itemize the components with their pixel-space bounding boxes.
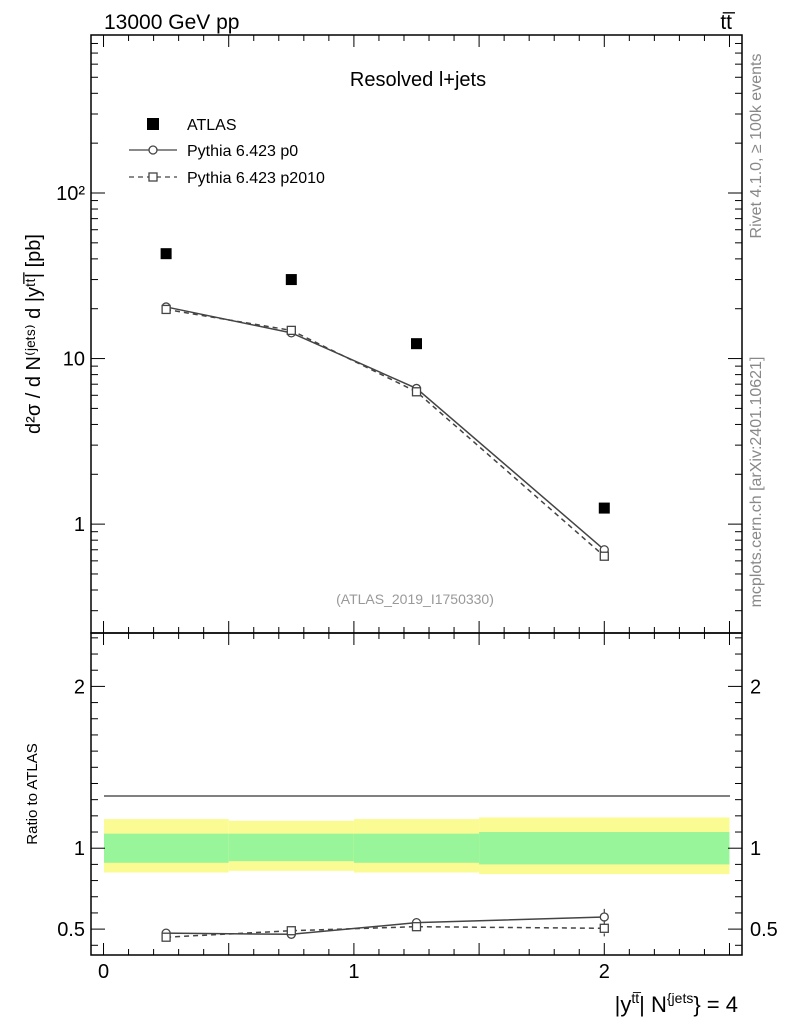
x-tick-label: 1	[348, 961, 359, 983]
ratio-y-tick-label-left: 2	[74, 676, 85, 698]
data-point-p0	[599, 912, 609, 922]
data-point-p2010	[286, 926, 296, 936]
main-y-ticks: 1 10 10²	[56, 34, 742, 633]
ratio-series	[161, 908, 609, 942]
main-y-axis-label: d²σ / d N⁽ʲᵉᵗˢ⁾ d |yᵗᵗ̅| [pb]	[22, 234, 45, 434]
legend-marker-atlas	[147, 118, 159, 130]
series-line	[165, 308, 605, 557]
rivet-label: Rivet 4.1.0, ≥ 100k events	[748, 54, 765, 239]
data-point-p2010	[161, 304, 171, 315]
legend-marker-p0	[148, 145, 158, 155]
ratio-ticks: 0.5 0.5 1 1 2 2 0 1 2	[57, 633, 778, 983]
series-line	[165, 306, 605, 551]
data-point-p2010	[286, 325, 296, 336]
ratio-y-tick-label-right: 0.5	[750, 919, 778, 941]
ratio-plot-frame	[90, 632, 743, 956]
data-point-p2010	[411, 922, 422, 932]
y-tick-label: 10	[63, 349, 85, 371]
data-point-p2010	[599, 923, 609, 933]
analysis-id: (ATLAS_2019_I1750330)	[336, 591, 494, 607]
uncertainty-band-stat	[479, 832, 730, 865]
uncertainty-band-stat	[104, 833, 229, 863]
ratio-y-tick-label-left: 0.5	[57, 919, 85, 941]
x-tick-label: 2	[599, 961, 610, 983]
y-tick-label: 10²	[56, 183, 85, 205]
data-point-atlas	[160, 248, 172, 260]
x-tick-label: 0	[98, 961, 109, 983]
uncertainty-band-stat	[353, 833, 480, 863]
legend-label: Pythia 6.423 p2010	[187, 170, 325, 187]
header-energy: 13000 GeV pp	[104, 11, 239, 34]
data-point-atlas	[411, 338, 422, 350]
x-axis-label: |ytt̅| N{jets} = 4	[615, 990, 738, 1017]
header-process: tt̅	[720, 11, 736, 34]
series-line	[166, 925, 605, 938]
ratio-y-tick-label-left: 1	[74, 838, 85, 860]
data-point-atlas	[598, 502, 610, 514]
legend-marker-p2010	[148, 172, 158, 182]
uncertainty-band-stat	[228, 833, 354, 862]
data-point-atlas	[285, 274, 297, 286]
mcplots-label: mcplots.cern.ch [arXiv:2401.10621]	[748, 357, 765, 608]
data-point-p2010	[161, 932, 171, 942]
legend: ATLAS Pythia 6.423 p0 Pythia 6.423 p2010	[129, 117, 325, 187]
data-point-p2010	[599, 551, 609, 561]
ratio-y-axis-label: Ratio to ATLAS	[24, 743, 41, 844]
legend-label: ATLAS	[187, 117, 237, 134]
ratio-y-tick-label-right: 2	[750, 676, 761, 698]
ratio-y-tick-label-right: 1	[750, 838, 761, 860]
series-line	[166, 916, 605, 936]
main-series	[160, 248, 610, 561]
y-tick-label: 1	[74, 514, 85, 536]
data-point-p2010	[411, 387, 422, 397]
main-plot-panel: Resolved l+jets (ATLAS_2019_I1750330) 11…	[22, 34, 743, 634]
main-plot-title: Resolved l+jets	[350, 69, 486, 91]
ratio-bands	[104, 817, 730, 875]
legend-label: Pythia 6.423 p0	[187, 143, 298, 160]
ratio-plot-panel: 0.5 0.5 1 1 2 2 0 1 2 Ratio to ATLAS |ytt̅| N{je…	[24, 632, 778, 1017]
